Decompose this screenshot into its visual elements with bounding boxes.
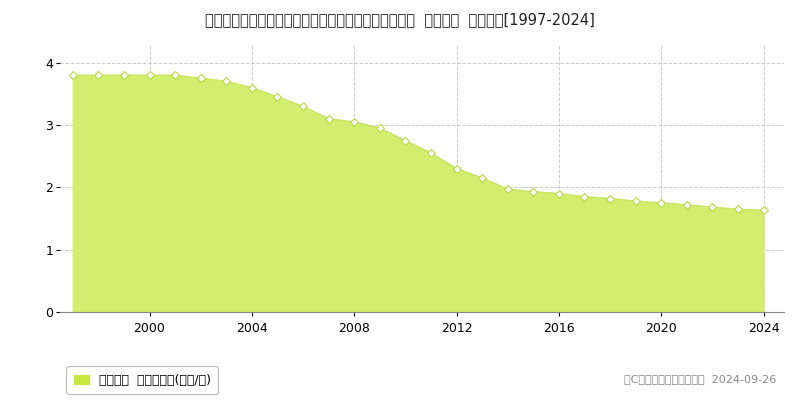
Text: 青森県上北郡六戸町大字犬落瀬字権現沢１４番２０８  基準地価  地価推移[1997-2024]: 青森県上北郡六戸町大字犬落瀬字権現沢１４番２０８ 基準地価 地価推移[1997-… (205, 12, 595, 27)
Text: （C）土地価格ドットコム  2024-09-26: （C）土地価格ドットコム 2024-09-26 (624, 374, 776, 384)
Legend: 基準地価  平均坪単価(万円/坪): 基準地価 平均坪単価(万円/坪) (66, 366, 218, 394)
